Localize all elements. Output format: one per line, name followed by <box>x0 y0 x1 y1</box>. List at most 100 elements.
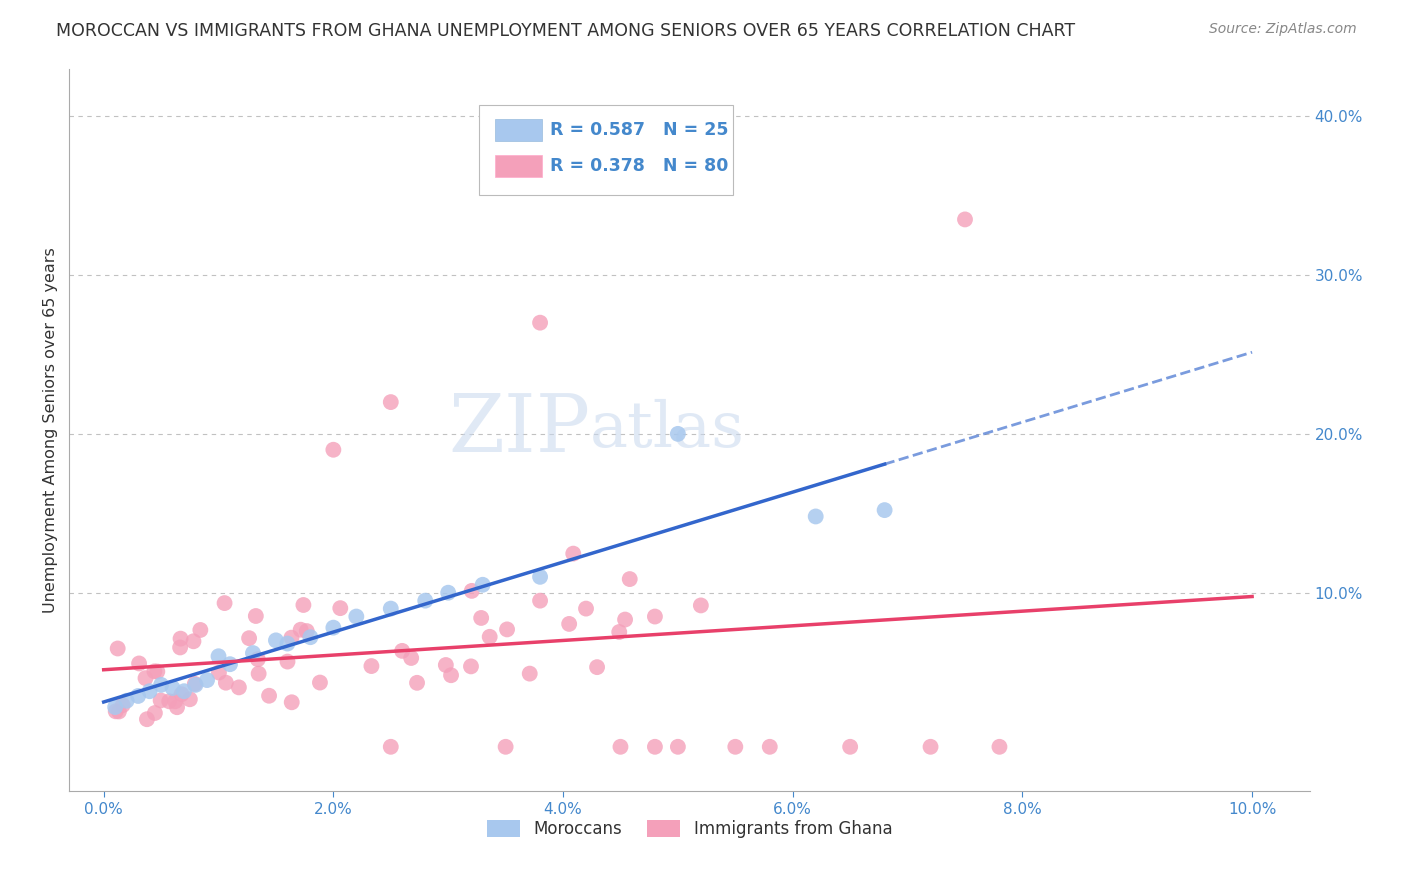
Point <box>804 509 827 524</box>
Point <box>529 570 551 584</box>
Point <box>162 681 184 695</box>
Point <box>344 609 367 624</box>
Point <box>322 442 344 457</box>
Point <box>440 668 463 682</box>
Point <box>471 578 494 592</box>
FancyBboxPatch shape <box>495 120 541 141</box>
Point <box>183 634 205 648</box>
Point <box>495 739 517 754</box>
Point <box>219 657 242 672</box>
Legend: Moroccans, Immigrants from Ghana: Moroccans, Immigrants from Ghana <box>479 813 898 845</box>
Point <box>607 625 630 640</box>
Point <box>170 687 193 701</box>
Point <box>247 666 270 681</box>
Point <box>529 316 551 330</box>
Point <box>562 547 585 561</box>
Point <box>134 671 156 685</box>
Point <box>309 675 332 690</box>
Point <box>143 665 166 679</box>
Point <box>689 599 711 613</box>
Point <box>245 609 267 624</box>
Point <box>184 677 207 691</box>
Point <box>242 646 264 660</box>
Point <box>292 598 315 612</box>
Point <box>146 665 169 679</box>
Point <box>184 678 207 692</box>
Point <box>104 704 127 718</box>
Point <box>188 623 211 637</box>
Point <box>107 641 129 656</box>
Point <box>280 695 302 709</box>
Point <box>276 655 298 669</box>
Point <box>143 706 166 720</box>
Point <box>195 673 218 687</box>
Point <box>128 657 150 671</box>
Point <box>558 616 581 631</box>
Text: R = 0.587   N = 25: R = 0.587 N = 25 <box>551 121 728 139</box>
Point <box>529 593 551 607</box>
Point <box>644 739 666 754</box>
Point <box>214 596 236 610</box>
Point <box>461 583 484 598</box>
Point <box>136 712 159 726</box>
Point <box>228 681 250 695</box>
Text: ZIP: ZIP <box>449 391 591 469</box>
Point <box>246 652 269 666</box>
Point <box>104 700 127 714</box>
Point <box>169 640 191 655</box>
Point <box>111 698 134 713</box>
Point <box>138 684 160 698</box>
Point <box>238 631 260 645</box>
Text: atlas: atlas <box>591 400 745 460</box>
Point <box>380 395 402 409</box>
Point <box>108 705 131 719</box>
Point <box>166 700 188 714</box>
Point <box>173 684 195 698</box>
Point <box>276 636 298 650</box>
Point <box>264 633 287 648</box>
Point <box>406 675 429 690</box>
Point <box>519 666 541 681</box>
Point <box>470 611 492 625</box>
Point <box>299 630 322 644</box>
Text: R = 0.378   N = 80: R = 0.378 N = 80 <box>551 157 728 175</box>
Text: Source: ZipAtlas.com: Source: ZipAtlas.com <box>1209 22 1357 37</box>
FancyBboxPatch shape <box>495 155 541 177</box>
Point <box>758 739 780 754</box>
Point <box>115 694 138 708</box>
Point <box>280 631 302 645</box>
Point <box>988 739 1011 754</box>
Point <box>360 659 382 673</box>
Point <box>839 739 862 754</box>
Point <box>207 649 229 664</box>
Point <box>478 630 501 644</box>
Y-axis label: Unemployment Among Seniors over 65 years: Unemployment Among Seniors over 65 years <box>44 247 58 613</box>
Point <box>614 613 637 627</box>
Point <box>437 585 460 599</box>
Point <box>165 694 187 708</box>
Point <box>150 678 173 692</box>
Point <box>179 692 201 706</box>
Point <box>380 601 402 615</box>
Point <box>873 503 896 517</box>
Point <box>127 689 149 703</box>
Point <box>257 689 280 703</box>
Point <box>953 212 976 227</box>
Point <box>169 632 191 646</box>
Point <box>496 623 519 637</box>
Point <box>413 593 436 607</box>
Point <box>920 739 942 754</box>
Point <box>295 624 318 638</box>
Point <box>322 621 344 635</box>
Point <box>157 694 180 708</box>
Text: MOROCCAN VS IMMIGRANTS FROM GHANA UNEMPLOYMENT AMONG SENIORS OVER 65 YEARS CORRE: MOROCCAN VS IMMIGRANTS FROM GHANA UNEMPL… <box>56 22 1076 40</box>
Point <box>586 660 609 674</box>
Point <box>460 659 482 673</box>
Point <box>290 623 312 637</box>
Point <box>208 665 231 680</box>
Point <box>644 609 666 624</box>
Point <box>609 739 631 754</box>
Point <box>391 644 413 658</box>
Point <box>666 739 689 754</box>
Point <box>329 601 352 615</box>
